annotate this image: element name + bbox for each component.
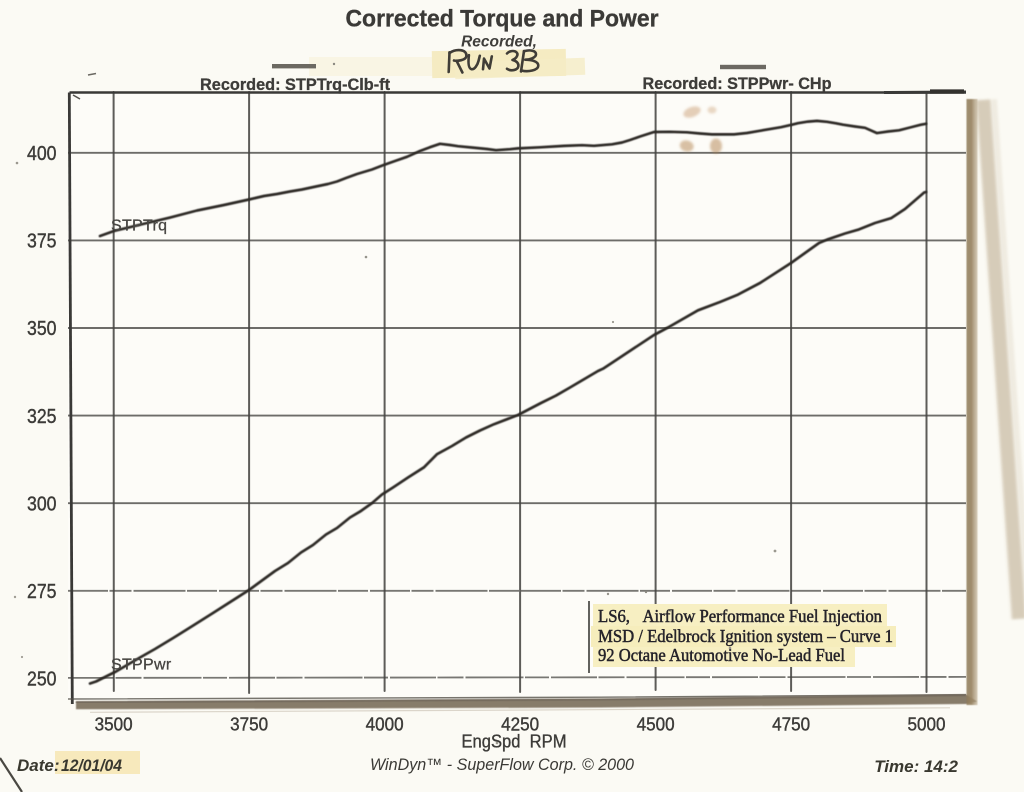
svg-text:WinDyn™ - SuperFlow Corp. © 20: WinDyn™ - SuperFlow Corp. © 2000 (370, 756, 635, 774)
svg-text:MSD / Edelbrock Ignition syste: MSD / Edelbrock Ignition system – Curve … (598, 626, 893, 646)
svg-text:12/01/04: 12/01/04 (61, 756, 122, 775)
svg-text:4000: 4000 (366, 714, 404, 735)
svg-text:5000: 5000 (908, 714, 946, 735)
svg-text:275: 275 (27, 580, 57, 603)
svg-text:LS6, Airflow Performance Fue: LS6, Airflow Performance Fuel Injection (598, 606, 882, 626)
svg-text:3500: 3500 (95, 714, 133, 735)
svg-text:Recorded,: Recorded, (461, 34, 537, 51)
svg-text:Recorded: STPTrq-Clb-ft: Recorded: STPTrq-Clb-ft (200, 75, 390, 94)
svg-text:EngSpd RPM: EngSpd RPM (462, 732, 567, 752)
svg-text:Recorded: STPPwr- CHp: Recorded: STPPwr- CHp (643, 74, 832, 93)
svg-text:4750: 4750 (772, 714, 810, 735)
svg-text:325: 325 (27, 405, 57, 428)
svg-text:STPPwr: STPPwr (111, 657, 172, 674)
svg-text:4500: 4500 (637, 714, 675, 735)
svg-text:3750: 3750 (230, 714, 268, 735)
svg-text:250: 250 (27, 668, 57, 691)
svg-text:STPTrq: STPTrq (111, 218, 167, 235)
svg-text:4250: 4250 (501, 714, 539, 735)
svg-text:92 Octane Automotive No-Lead F: 92 Octane Automotive No-Lead Fuel (598, 645, 845, 665)
svg-text:300: 300 (27, 492, 57, 515)
svg-text:400: 400 (27, 142, 57, 165)
svg-text:350: 350 (27, 317, 57, 340)
svg-text:Corrected Torque and Power: Corrected Torque and Power (346, 6, 659, 33)
svg-text:375: 375 (27, 230, 57, 253)
svg-text:Date:: Date: (17, 756, 60, 775)
svg-text:Time: 14:2: Time: 14:2 (874, 757, 958, 776)
